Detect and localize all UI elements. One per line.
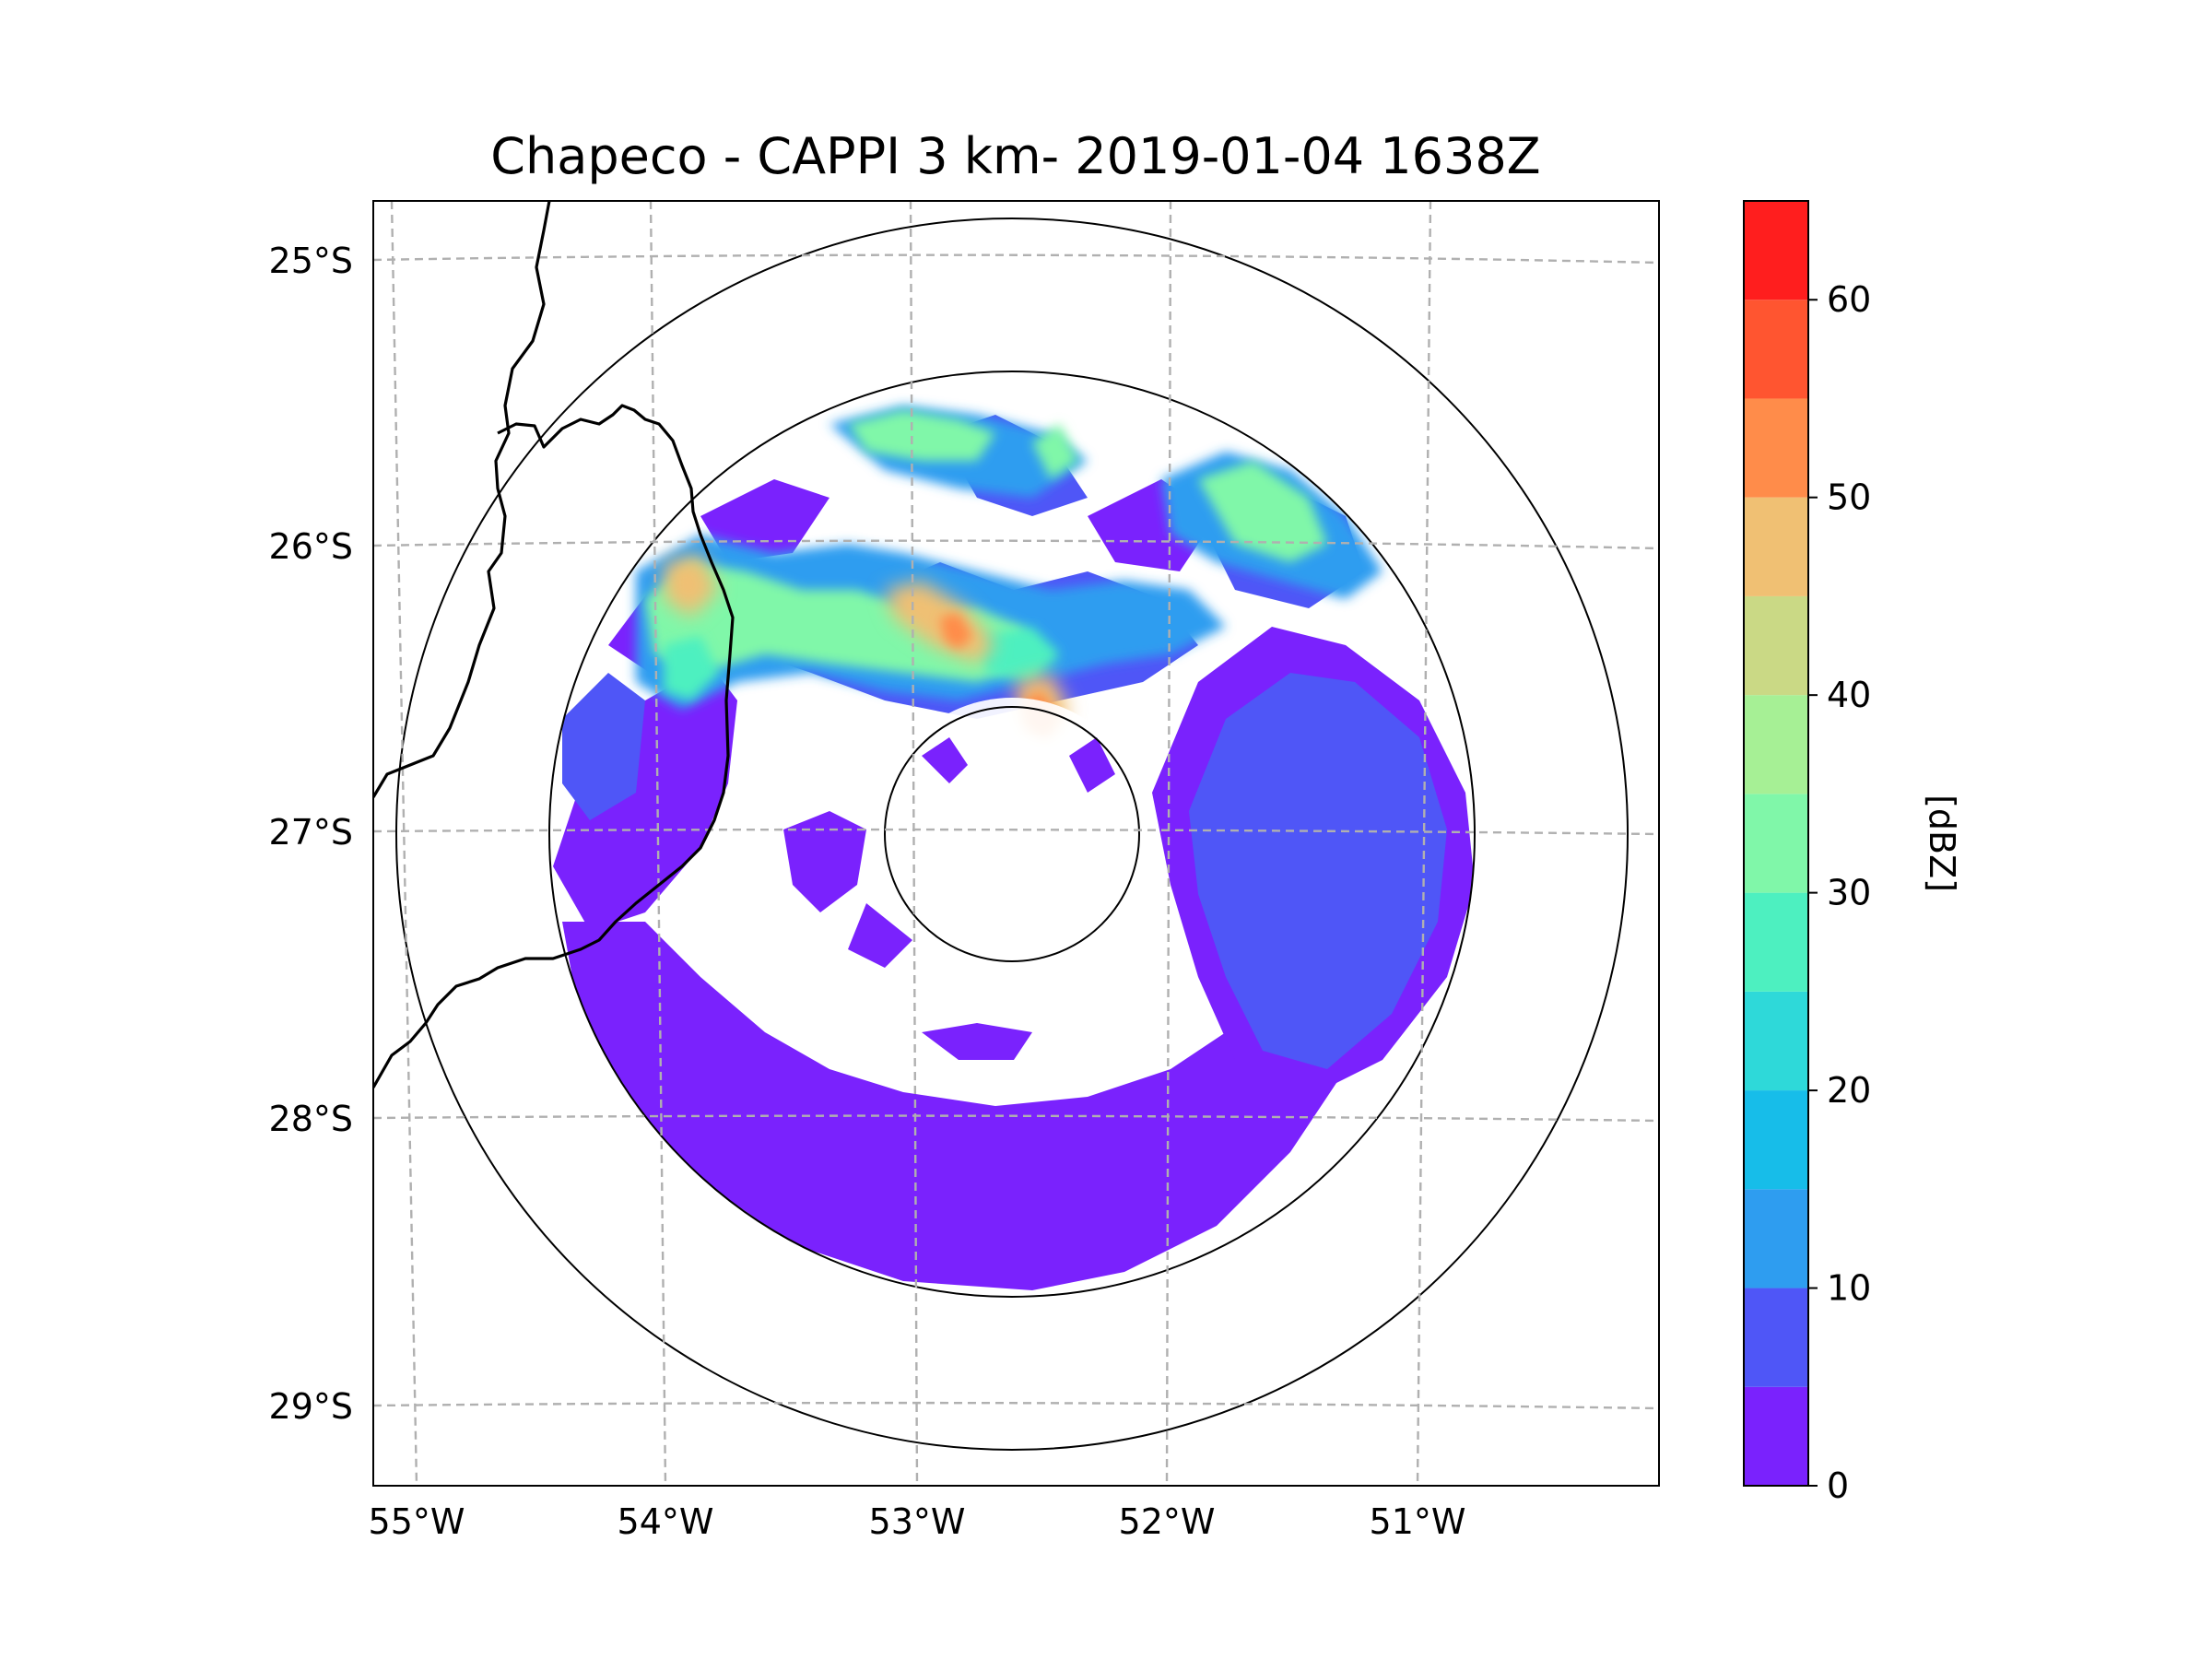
colorbar-bin <box>1744 1090 1808 1190</box>
clear-near-radar <box>876 698 1148 971</box>
colorbar-tick-label: 10 <box>1827 1268 1871 1309</box>
gridline-lon <box>909 201 919 1486</box>
gridline-lat <box>373 1401 1659 1410</box>
borders <box>373 201 735 1088</box>
colorbar-bin <box>1744 695 1808 794</box>
colorbar-tick-label: 40 <box>1827 675 1871 715</box>
map-area <box>373 201 1659 1486</box>
x-tick-label: 52°W <box>1119 1501 1216 1542</box>
colorbar-tick-label: 30 <box>1827 873 1871 913</box>
colorbar-bin <box>1744 1288 1808 1387</box>
range-ring-outer <box>395 218 1629 1451</box>
colorbar-bin <box>1744 300 1808 399</box>
x-tick-label: 54°W <box>618 1501 714 1542</box>
echo-layer-30-40dbz <box>645 410 1327 682</box>
y-tick-label: 27°S <box>269 812 353 853</box>
gridline-lat <box>373 1114 1659 1123</box>
colorbar-bin <box>1744 398 1808 498</box>
colorbar-bin <box>1744 991 1808 1091</box>
gridline-lat <box>373 539 1659 550</box>
colorbar-bin <box>1744 1189 1808 1288</box>
colorbar-bins <box>1744 201 1808 1486</box>
graticule <box>373 201 1659 1486</box>
colorbar-tick-label: 20 <box>1827 1070 1871 1111</box>
colorbar-ticks: 0 10 20 30 40 50 60 <box>1808 279 1871 1506</box>
echo-layer-25-30dbz <box>664 627 1060 700</box>
y-axis: 25°S 26°S 27°S 28°S 29°S <box>269 241 353 1427</box>
y-tick-label: 25°S <box>269 241 353 281</box>
map-frame <box>372 200 1660 1487</box>
range-rings <box>395 218 1629 1451</box>
colorbar-bin <box>1744 595 1808 696</box>
gridline-lon <box>1416 201 1432 1486</box>
y-tick-label: 29°S <box>269 1386 353 1427</box>
range-ring-middle <box>548 371 1476 1298</box>
border-argentina-brazil <box>373 404 735 1088</box>
gridline-lon <box>649 201 667 1486</box>
gridline-lat <box>373 828 1659 836</box>
x-tick-label: 53°W <box>869 1501 966 1542</box>
colorbar-bin <box>1744 794 1808 893</box>
colorbar: 0 10 20 30 40 50 60 [dBZ] <box>1743 200 1962 1506</box>
colorbar-tick-label: 50 <box>1827 477 1871 518</box>
range-ring-inner <box>884 706 1140 962</box>
x-tick-label: 55°W <box>369 1501 465 1542</box>
reflectivity-field <box>553 406 1475 1290</box>
y-tick-label: 28°S <box>269 1099 353 1139</box>
colorbar-bin <box>1744 497 1808 596</box>
gridline-lon <box>1165 201 1172 1486</box>
colorbar-frame <box>1743 200 1809 1487</box>
colorbar-label: [dBZ] <box>1922 794 1962 892</box>
gridline-lat <box>373 253 1659 265</box>
colorbar-tick-label: 0 <box>1827 1465 1849 1506</box>
border-argentina-paraguay <box>373 201 551 798</box>
colorbar-bin <box>1744 1386 1808 1486</box>
chart-title: Chapeco - CAPPI 3 km- 2019-01-04 1638Z <box>490 127 1540 185</box>
colorbar-tick-label: 60 <box>1827 279 1871 320</box>
y-tick-label: 26°S <box>269 526 353 567</box>
x-axis: 55°W 54°W 53°W 52°W 51°W <box>369 1501 1466 1542</box>
near-radar-clutter <box>783 737 1115 1060</box>
gridline-lon <box>390 201 418 1486</box>
colorbar-bin <box>1744 201 1808 300</box>
colorbar-bin <box>1744 892 1808 992</box>
x-tick-label: 51°W <box>1370 1501 1466 1542</box>
